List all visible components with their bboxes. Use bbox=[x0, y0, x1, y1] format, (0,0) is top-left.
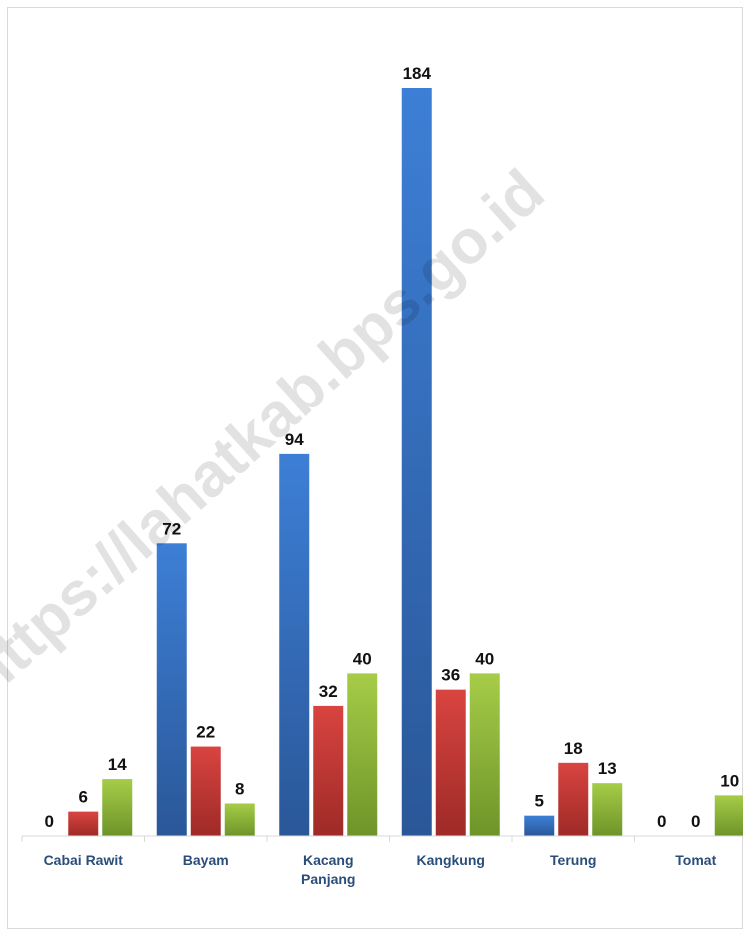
bar bbox=[313, 705, 344, 836]
data-label: 40 bbox=[475, 649, 494, 668]
data-label: 0 bbox=[657, 812, 666, 831]
data-label: 94 bbox=[285, 430, 304, 449]
data-label: 8 bbox=[235, 779, 244, 798]
bar bbox=[714, 795, 743, 836]
category-labels: Cabai Rawit Bayam Kacang Panjang Kangkung Ter… bbox=[44, 852, 717, 887]
data-label: 184 bbox=[403, 64, 432, 83]
data-label: 14 bbox=[108, 755, 127, 774]
data-label: 32 bbox=[319, 682, 338, 701]
bar bbox=[558, 762, 589, 836]
value-labels: 0 6 14 72 22 8 94 32 40 184 36 40 5 18 13 0 0 10 bbox=[45, 64, 740, 831]
category-label: Bayam bbox=[183, 852, 229, 868]
bar bbox=[190, 746, 221, 836]
x-axis-ticks bbox=[21, 836, 635, 842]
bar bbox=[156, 543, 187, 836]
category-label: Kacang Panjang bbox=[301, 852, 355, 887]
data-label: 10 bbox=[720, 771, 739, 790]
data-label: 0 bbox=[45, 812, 54, 831]
bar bbox=[592, 783, 623, 836]
watermark-text: https://lahatkab.bps.go.id bbox=[0, 157, 557, 711]
bar bbox=[224, 803, 255, 836]
bar bbox=[102, 779, 133, 836]
category-label: Kangkung bbox=[417, 852, 485, 868]
category-label: Tomat bbox=[675, 852, 716, 868]
bar bbox=[435, 689, 466, 836]
bar bbox=[469, 673, 500, 836]
category-label: Cabai Rawit bbox=[44, 852, 124, 868]
bars-layer bbox=[68, 88, 743, 836]
data-label: 40 bbox=[353, 649, 372, 668]
bar bbox=[524, 815, 555, 836]
category-label: Terung bbox=[550, 852, 596, 868]
data-label: 22 bbox=[196, 723, 215, 742]
data-label: 18 bbox=[564, 739, 583, 758]
bar bbox=[401, 88, 432, 836]
data-label: 6 bbox=[79, 788, 88, 807]
data-label: 0 bbox=[691, 812, 700, 831]
data-label: 36 bbox=[441, 666, 460, 685]
bar bbox=[347, 673, 378, 836]
data-label: 5 bbox=[535, 792, 544, 811]
data-label: 72 bbox=[162, 519, 181, 538]
bar bbox=[68, 811, 99, 836]
bar bbox=[279, 453, 310, 836]
data-label: 13 bbox=[598, 759, 617, 778]
